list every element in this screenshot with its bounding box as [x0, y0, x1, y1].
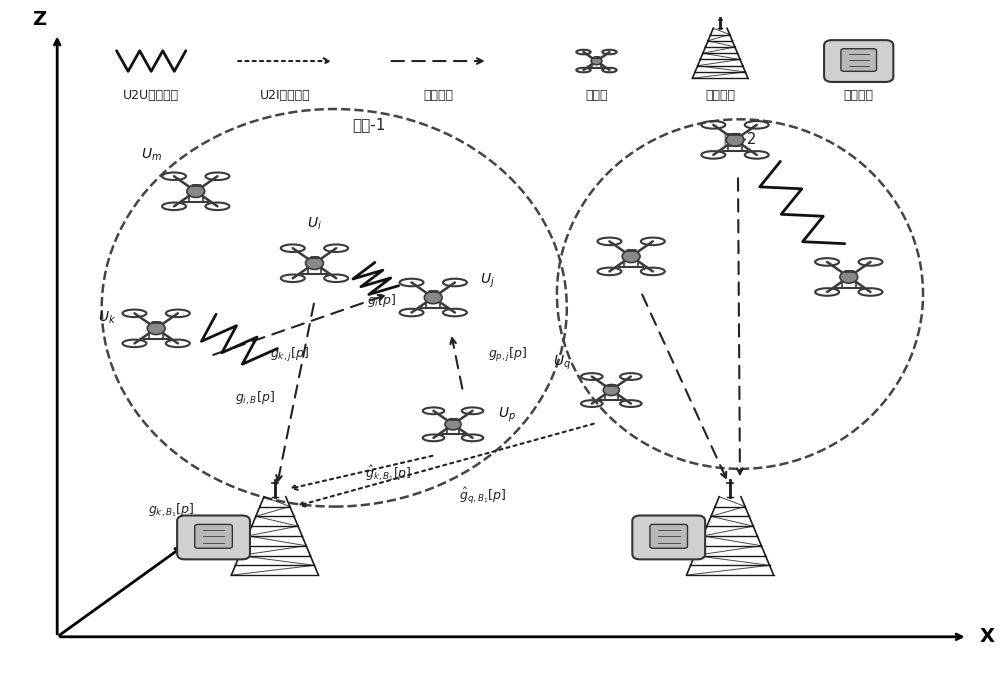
Text: $g_i[p]$: $g_i[p]$: [367, 292, 396, 310]
FancyBboxPatch shape: [650, 524, 688, 548]
Circle shape: [603, 384, 619, 396]
FancyBboxPatch shape: [632, 515, 705, 559]
Text: Z: Z: [32, 10, 46, 30]
Text: 无人机: 无人机: [585, 88, 608, 102]
Circle shape: [622, 250, 640, 263]
Text: 子网-1: 子网-1: [352, 117, 386, 133]
Text: 计算平台: 计算平台: [844, 88, 874, 102]
Circle shape: [840, 271, 858, 283]
Text: $U_j$: $U_j$: [480, 272, 495, 290]
Text: $\hat{g}_{q,B_1}[p]$: $\hat{g}_{q,B_1}[p]$: [459, 486, 506, 506]
Text: 地面基站: 地面基站: [705, 88, 735, 102]
Text: $U_p$: $U_p$: [498, 406, 516, 424]
Text: $g_{k,B_1}[p]$: $g_{k,B_1}[p]$: [148, 502, 194, 519]
Text: U2I通信链路: U2I通信链路: [259, 88, 310, 102]
Text: $g_{i,B}[p]$: $g_{i,B}[p]$: [235, 390, 275, 407]
Circle shape: [147, 322, 165, 334]
Text: $U_k$: $U_k$: [98, 310, 116, 326]
Circle shape: [187, 185, 205, 198]
FancyBboxPatch shape: [824, 40, 893, 82]
FancyBboxPatch shape: [177, 515, 250, 559]
Text: $U_i$: $U_i$: [307, 216, 322, 232]
Text: 子网-2: 子网-2: [723, 131, 757, 146]
Text: Y: Y: [194, 517, 208, 536]
Text: $\hat{g}_{k,B_1}[p]$: $\hat{g}_{k,B_1}[p]$: [365, 464, 412, 484]
Text: $g_{p,j}[p]$: $g_{p,j}[p]$: [488, 346, 527, 363]
Text: 干扰链路: 干扰链路: [423, 88, 453, 102]
Circle shape: [591, 57, 602, 65]
Circle shape: [445, 419, 461, 430]
Text: $U_m$: $U_m$: [141, 147, 162, 164]
Text: U2U通信链路: U2U通信链路: [123, 88, 179, 102]
FancyBboxPatch shape: [841, 48, 877, 71]
Circle shape: [306, 257, 323, 269]
Circle shape: [424, 292, 442, 303]
Text: $U_q$: $U_q$: [553, 354, 571, 372]
Text: X: X: [979, 627, 994, 646]
FancyBboxPatch shape: [195, 524, 232, 548]
Circle shape: [726, 133, 744, 146]
Text: $g_{k,j}[p]$: $g_{k,j}[p]$: [270, 346, 309, 363]
